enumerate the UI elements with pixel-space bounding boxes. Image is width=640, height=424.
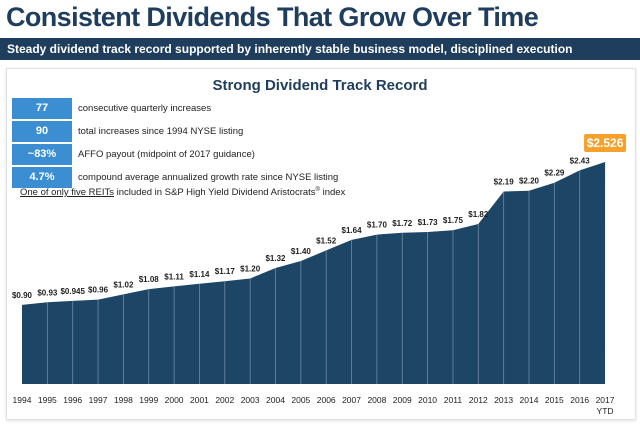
x-tick-label: 2000 [165, 395, 184, 405]
data-label: $2.526 [587, 136, 624, 150]
data-label: $2.29 [544, 169, 565, 178]
x-tick-label: 1999 [139, 395, 158, 405]
x-tick-label: 1996 [63, 395, 82, 405]
data-label: $0.945 [60, 287, 85, 296]
data-label: $2.20 [519, 177, 540, 186]
data-label: $1.73 [418, 218, 439, 227]
x-tick-label: 2010 [418, 395, 437, 405]
data-label: $0.90 [12, 291, 33, 300]
dividend-area [22, 162, 606, 384]
data-label: $0.93 [37, 288, 58, 297]
footnote-end: index [319, 187, 346, 199]
x-tick-label: 2003 [241, 395, 260, 405]
chart-title: Strong Dividend Track Record [212, 77, 428, 94]
data-label: $1.32 [265, 254, 286, 263]
highlight-value-badge [584, 134, 627, 152]
data-label: $1.75 [443, 216, 464, 225]
data-label: $1.20 [240, 265, 261, 274]
x-tick-label: 2002 [215, 395, 234, 405]
stat-description: AFFO payout (midpoint of 2017 guidance) [78, 149, 255, 160]
footnote-underlined: One of only five REITs [20, 187, 114, 199]
x-tick-label: 2014 [520, 395, 539, 405]
stat-description: total increases since 1994 NYSE listing [78, 126, 244, 137]
x-tick-label: 2001 [190, 395, 209, 405]
x-tick-label: 2009 [393, 395, 412, 405]
x-tick-label: 2011 [444, 395, 463, 405]
data-label: $1.72 [392, 219, 413, 228]
stat-value-badge: 4.7% [12, 167, 72, 188]
x-tick-label: 2016 [570, 395, 589, 405]
data-label: $2.43 [570, 156, 591, 165]
x-tick-label: 1998 [114, 395, 133, 405]
data-label: $1.82 [468, 210, 489, 219]
data-label: $1.70 [367, 221, 388, 230]
stat-value-badge: 90 [12, 121, 72, 142]
data-label: $1.40 [291, 247, 312, 256]
x-tick-label: 2008 [367, 395, 386, 405]
data-label: $1.52 [316, 236, 337, 245]
x-tick-label: 2017 [596, 395, 615, 405]
subtitle-banner: Steady dividend track record supported b… [0, 38, 640, 60]
x-tick-label: 2007 [342, 395, 361, 405]
x-tick-label: 1994 [13, 395, 32, 405]
x-tick-label: 2006 [317, 395, 336, 405]
data-label: $1.08 [139, 275, 160, 284]
stat-description: compound average annualized growth rate … [78, 172, 339, 183]
data-label: $2.19 [494, 178, 515, 187]
data-label: $1.17 [215, 267, 236, 276]
page-title: Consistent Dividends That Grow Over Time [6, 2, 539, 32]
footnote-middle: included in S&P High Yield Dividend Aris… [113, 187, 316, 199]
stat-value-badge: 77 [12, 98, 72, 119]
aristocrats-footnote: One of only five REITs included in S&P H… [20, 187, 345, 198]
x-tick-sublabel: YTD [597, 406, 614, 416]
data-label: $1.02 [113, 280, 134, 289]
data-label: $1.14 [189, 270, 210, 279]
x-tick-label: 2012 [469, 395, 488, 405]
x-tick-label: 1997 [89, 395, 108, 405]
x-tick-label: 1995 [38, 395, 57, 405]
x-tick-label: 2013 [494, 395, 513, 405]
data-label: $1.64 [342, 226, 363, 235]
x-tick-label: 2005 [291, 395, 310, 405]
data-label: $1.11 [164, 272, 184, 281]
stat-description: consecutive quarterly increases [78, 103, 212, 114]
registered-mark: ® [315, 187, 320, 193]
data-label: $0.96 [88, 286, 109, 295]
x-tick-label: 2015 [545, 395, 564, 405]
x-tick-label: 2004 [266, 395, 285, 405]
stat-value-badge: ~83% [12, 144, 72, 165]
